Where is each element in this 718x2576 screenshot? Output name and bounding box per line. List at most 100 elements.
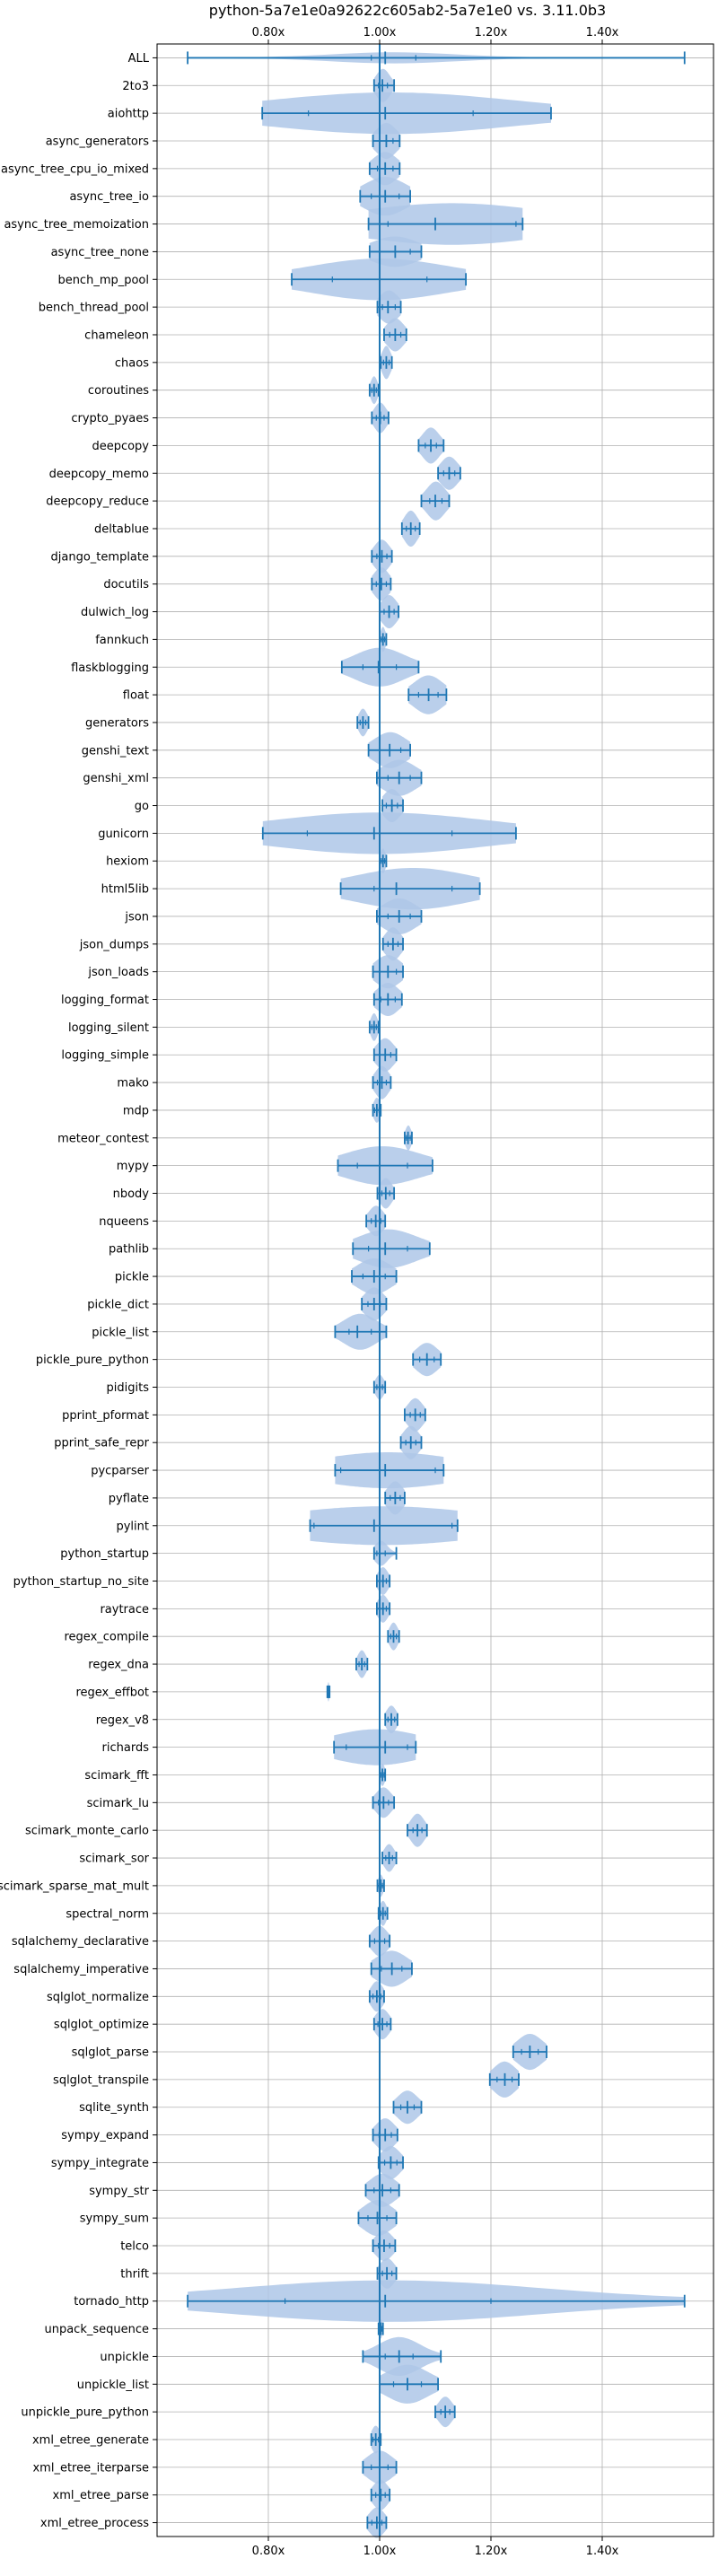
category-label: sqlite_synth	[79, 2101, 149, 2115]
category-label: dulwich_log	[81, 606, 149, 619]
category-label: sqlglot_transpile	[53, 2073, 149, 2087]
category-label: sqlalchemy_declarative	[12, 1935, 149, 1949]
category-label: spectral_norm	[66, 1907, 149, 1921]
violin-async_tree_io	[359, 177, 412, 216]
category-label: ALL	[128, 52, 150, 66]
violin-gunicorn	[261, 812, 517, 854]
violin-unpickle	[362, 2336, 442, 2376]
violin-dulwich_log	[379, 595, 399, 629]
violin-aiohttp	[261, 92, 552, 135]
violin-xml_etree_process	[366, 2507, 388, 2538]
violin-sympy_expand	[372, 2118, 398, 2152]
category-label: pyflate	[109, 1492, 149, 1505]
violin-deepcopy_reduce	[420, 481, 451, 521]
violin-regex_effbot	[326, 1682, 331, 1702]
category-label: pidigits	[107, 1381, 150, 1395]
category-label: xml_etree_generate	[32, 2434, 149, 2448]
violin-bench_thread_pool	[376, 290, 402, 324]
category-label: pickle_dict	[87, 1298, 149, 1311]
x-axis-bottom: 0.80x 1.00x 1.20x 1.40x	[252, 2537, 619, 2558]
violin-scimark_monte_carlo	[407, 1813, 428, 1847]
category-label: sqlglot_parse	[72, 2046, 149, 2060]
violin-pickle	[351, 1258, 398, 1295]
category-label: deepcopy_reduce	[46, 495, 149, 509]
category-label: fannkuch	[95, 634, 149, 647]
violin-docutils	[371, 567, 392, 601]
category-label: bench_thread_pool	[39, 302, 149, 315]
violin-telco	[372, 2230, 397, 2261]
category-label: json	[124, 910, 149, 924]
x-axis-top: 0.80x 1.00x 1.20x 1.40x	[252, 26, 619, 44]
violin-chaos	[380, 346, 393, 380]
violin-sqlglot_transpile	[488, 2061, 520, 2098]
category-label: richards	[102, 1741, 150, 1755]
violin-django_template	[371, 539, 393, 574]
category-label: unpickle_pure_python	[21, 2406, 149, 2420]
violin-logging_simple	[372, 1038, 398, 1072]
x-tick-label-top: 0.80x	[252, 26, 285, 39]
category-label: raytrace	[100, 1603, 149, 1617]
category-label: regex_effbot	[75, 1686, 149, 1699]
violin-scimark_lu	[372, 1787, 396, 1818]
category-label: pickle_list	[92, 1326, 149, 1339]
violin-genshi_xml	[375, 759, 423, 796]
category-label: float	[123, 689, 149, 703]
violin-logging_format	[372, 983, 403, 1016]
violin-async_tree_cpu_io_mixed	[368, 152, 401, 186]
violin-pprint_pformat	[403, 1398, 426, 1432]
category-label: scimark_lu	[87, 1797, 149, 1810]
category-label: json_loads	[87, 966, 149, 979]
category-label: unpickle	[100, 2351, 149, 2364]
category-label: genshi_xml	[83, 772, 149, 785]
category-label: nbody	[113, 1187, 150, 1201]
violin-pylint	[309, 1506, 459, 1546]
category-label: django_template	[51, 550, 149, 564]
category-label: deepcopy	[92, 440, 149, 453]
violin-pycparser	[334, 1452, 445, 1489]
category-label: pathlib	[109, 1243, 149, 1257]
x-tick-label-bottom: 1.40x	[586, 2545, 619, 2558]
violins	[187, 51, 686, 2538]
y-axis-labels: ALL 2to3 aiohttp async_generators async_tree…	[0, 52, 157, 2530]
category-label: json_dumps	[79, 938, 149, 951]
violin-sqlglot_parse	[512, 2034, 547, 2071]
category-label: scimark_sor	[79, 1853, 149, 1866]
category-label: genshi_text	[82, 744, 149, 758]
category-label: aiohttp	[108, 108, 149, 121]
category-label: hexiom	[106, 855, 149, 869]
category-label: pickle	[115, 1271, 149, 1284]
category-label: unpickle_list	[77, 2379, 149, 2392]
category-label: thrift	[120, 2267, 149, 2281]
x-tick-label-top: 1.00x	[363, 26, 397, 39]
violin-json_dumps	[381, 927, 404, 961]
violin-mako	[372, 1065, 392, 1100]
violin-json	[375, 898, 423, 934]
violin-sqlglot_optimize	[372, 2009, 392, 2040]
category-label: async_tree_none	[51, 246, 149, 259]
violin-coroutines	[368, 376, 380, 405]
category-label: generators	[85, 716, 149, 730]
category-label: async_generators	[46, 135, 150, 148]
category-label: xml_etree_iterparse	[32, 2461, 149, 2475]
category-label: scimark_monte_carlo	[25, 1825, 149, 1838]
violin-sympy_integrate	[377, 2145, 404, 2179]
violin-chameleon	[383, 318, 407, 352]
violin-sqlite_synth	[392, 2090, 423, 2125]
violin-deltablue	[400, 510, 421, 547]
violin-richards	[333, 1729, 417, 1766]
violin-meteor_contest	[403, 1125, 413, 1151]
violin-sympy_sum	[357, 2200, 398, 2237]
violin-pprint_safe_repr	[399, 1425, 423, 1459]
category-label: sqlglot_optimize	[54, 2019, 149, 2032]
category-label: docutils	[103, 578, 149, 591]
violin-pathlib	[352, 1229, 431, 1268]
violin-pyflate	[384, 1481, 406, 1515]
category-label: regex_dna	[88, 1659, 149, 1672]
category-label: sympy_integrate	[51, 2157, 149, 2170]
category-label: logging_simple	[61, 1049, 149, 1063]
violin-scimark_sor	[381, 1844, 398, 1872]
x-tick-label-top: 1.20x	[475, 26, 508, 39]
violin-sqlglot_normalize	[368, 1981, 385, 2012]
violin-nbody	[376, 1178, 396, 1209]
